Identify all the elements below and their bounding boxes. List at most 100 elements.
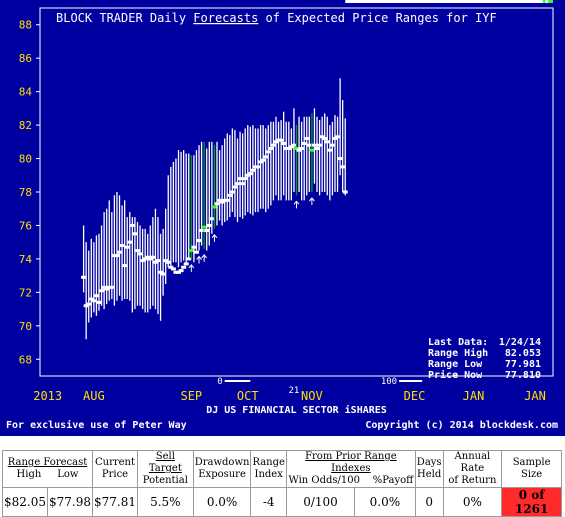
price-marker [540, 0, 546, 3]
low-subheader: Low [57, 469, 79, 480]
price-marker [317, 143, 323, 147]
held-label: Held [417, 469, 442, 480]
price-marker [363, 0, 369, 3]
x-axis-title: DJ US FINANCIAL SECTOR iSHARES [206, 404, 387, 416]
price-marker [335, 135, 341, 139]
price-marker [314, 147, 320, 151]
sell-target-link[interactable]: Sell Target [148, 451, 182, 474]
price-marker [445, 0, 451, 3]
price-marker [422, 0, 428, 3]
price-marker [519, 0, 525, 3]
price-marker [258, 160, 264, 164]
price-marker [204, 228, 210, 232]
y-tick-label: 68 [19, 353, 32, 366]
price-marker [465, 0, 471, 3]
price-marker [373, 0, 379, 3]
win-odds-label: Win Odds/100 [288, 475, 360, 486]
price-marker [381, 0, 387, 3]
price-marker [460, 0, 466, 3]
price-marker [437, 0, 443, 3]
price-marker [319, 135, 325, 139]
price-marker [347, 0, 353, 3]
price-marker [181, 265, 187, 269]
sample-size-header: Sample Size [501, 450, 562, 488]
price-marker [191, 245, 197, 249]
sell-target-header: Sell Target Potential [137, 450, 194, 488]
price-marker [86, 302, 92, 306]
price-marker [265, 150, 271, 154]
price-marker [470, 0, 476, 3]
info-value: 77.810 [505, 370, 541, 381]
price-marker [93, 294, 99, 298]
price-marker [447, 0, 453, 3]
x-month-label: SEP [180, 389, 202, 403]
prior-range-header: From Prior Range Indexes Win Odds/100 %P… [285, 450, 416, 488]
range-forecast-link[interactable]: Range Forecast [7, 457, 88, 468]
stats-value-row: $82.05 $77.98 $77.81 5.5% 0.0% -4 0/100 … [2, 487, 562, 517]
price-marker [468, 0, 474, 3]
prior-range-link[interactable]: From Prior Range Indexes [305, 451, 397, 474]
x-month-label: AUG [83, 389, 105, 403]
y-tick-label: 74 [19, 253, 33, 266]
price-marker [165, 260, 171, 264]
price-marker [278, 138, 284, 142]
annual-rate-label: Annual Rate [454, 451, 491, 474]
high-subheader: High [16, 469, 42, 480]
price-marker [494, 0, 500, 3]
range-index-value: -4 [250, 487, 287, 517]
stats-header-row: Range Forecast High Low Current Price Se… [2, 450, 562, 488]
price-marker [132, 232, 138, 236]
price-marker [81, 275, 87, 279]
up-arrow-head [196, 255, 202, 260]
price-marker [260, 158, 266, 162]
y-tick-label: 86 [19, 52, 32, 65]
price-marker [414, 0, 420, 3]
price-marker [196, 239, 202, 243]
price-marker [117, 250, 123, 254]
price-marker [473, 0, 479, 3]
price-marker [217, 198, 223, 202]
title-forecasts-link[interactable]: Forecasts [193, 11, 258, 25]
price-marker [96, 300, 102, 304]
x-month-label: JAN [524, 389, 546, 403]
price-marker [294, 147, 299, 151]
price-marker [512, 0, 518, 3]
annual-rate-value: 0% [442, 487, 503, 517]
x-month-label: 2013 [33, 389, 62, 403]
price-marker [368, 0, 374, 3]
price-marker [273, 140, 279, 144]
price-marker [442, 0, 448, 3]
price-marker [352, 0, 358, 3]
up-arrow-head [201, 254, 208, 259]
price-marker [429, 0, 435, 3]
sell-target-value: 5.5% [137, 487, 194, 517]
drawdown-header: Drawdown Exposure [192, 450, 252, 488]
price-marker [237, 177, 243, 181]
range-low-value: $77.98 [47, 487, 93, 517]
price-marker [176, 270, 182, 274]
price-marker [432, 0, 438, 3]
price-marker [147, 257, 153, 261]
price-marker [281, 141, 287, 145]
price-marker [211, 205, 217, 209]
price-marker [396, 0, 402, 3]
price-marker [245, 173, 251, 177]
price-marker [411, 0, 417, 3]
price-marker [332, 136, 338, 140]
price-marker [127, 240, 133, 244]
info-label: Price Now [428, 369, 483, 381]
price-marker [529, 0, 535, 3]
up-arrow-head [309, 197, 315, 202]
price-marker [527, 0, 533, 3]
price-marker [163, 259, 169, 263]
price-marker [296, 148, 302, 152]
price-marker [124, 245, 130, 249]
price-marker [522, 0, 528, 3]
price-marker [232, 185, 238, 189]
price-marker [545, 0, 551, 3]
info-value: 77.981 [505, 359, 541, 370]
price-marker [458, 0, 464, 3]
footer-copyright: Copyright (c) 2014 blockdesk.com [365, 419, 558, 431]
price-marker [137, 252, 143, 256]
price-marker [337, 157, 343, 161]
